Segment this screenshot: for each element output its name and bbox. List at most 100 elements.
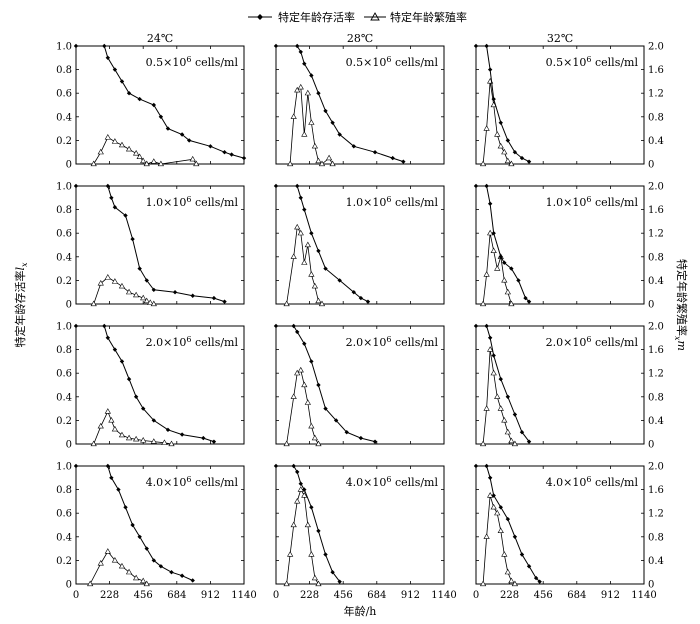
survival-point [112, 347, 118, 352]
y-tick-left-label: 0.2 [56, 556, 72, 567]
survival-line [276, 465, 341, 582]
fecundity-point [161, 439, 168, 445]
legend-fecundity-marker [370, 12, 380, 21]
panel-frame [475, 45, 645, 165]
x-tick-label: 912 [201, 590, 220, 601]
fecundity-point [304, 521, 311, 528]
fecundity-point [297, 229, 304, 236]
survival-point [487, 335, 493, 340]
x-tick-label: 228 [300, 590, 319, 601]
survival-point [302, 61, 307, 66]
fecundity-point [125, 145, 133, 152]
y-tick-right-label: 2.0 [648, 182, 664, 193]
fecundity-point [111, 138, 119, 144]
fecundity-point [308, 119, 315, 125]
fecundity-point [87, 580, 94, 587]
fecundity-point [479, 300, 487, 307]
fecundity-point [487, 346, 494, 352]
survival-point [186, 138, 192, 143]
density-label: 1.0×106 cells/ml [546, 195, 639, 209]
fecundity-line [286, 369, 319, 445]
x-tick-label: 228 [500, 590, 519, 601]
survival-point [487, 201, 493, 206]
y-tick-right-label: 1.2 [648, 229, 664, 240]
survival-point [123, 505, 128, 510]
fecundity-point [483, 271, 490, 277]
fecundity-point [297, 366, 304, 373]
y-tick-left-label: 0.4 [56, 252, 72, 263]
fecundity-point [311, 142, 319, 149]
y-tick-right-label: 0.4 [648, 416, 664, 427]
y-tick-right-label: 0.4 [648, 556, 664, 567]
survival-point [509, 266, 514, 271]
fecundity-point [104, 274, 111, 280]
fecundity-point [143, 160, 150, 167]
y-tick-left-label: 0.2 [56, 276, 72, 287]
fecundity-point [97, 148, 104, 155]
fecundity-point [283, 580, 290, 587]
survival-point [273, 43, 279, 49]
survival-point [169, 570, 174, 575]
fecundity-point [90, 300, 97, 307]
survival-point [172, 290, 178, 295]
survival-point [484, 323, 489, 329]
survival-point [137, 96, 142, 102]
y-tick-right-label: 0 [648, 160, 654, 171]
fecundity-point [133, 435, 140, 442]
survival-point [526, 299, 532, 304]
survival-point [291, 463, 296, 469]
survival-point [222, 299, 227, 304]
survival-point [165, 126, 171, 131]
density-label: 0.5×106 cells/ml [346, 55, 439, 69]
survival-point [473, 183, 479, 189]
fecundity-line [286, 488, 319, 585]
survival-point [73, 183, 79, 189]
density-label: 0.5×106 cells/ml [546, 55, 639, 69]
survival-point [102, 43, 107, 49]
survival-point [295, 183, 300, 189]
survival-point [133, 394, 139, 399]
fecundity-point [504, 428, 511, 435]
fecundity-point [136, 153, 143, 160]
survival-point [291, 323, 296, 329]
survival-point [344, 430, 349, 435]
legend: 特定年龄存活率 特定年龄繁殖率 [248, 10, 467, 24]
fecundity-point [490, 247, 497, 253]
legend-survival-marker [257, 14, 263, 20]
fecundity-point [483, 533, 490, 539]
survival-point [505, 516, 511, 522]
survival-point [116, 487, 121, 492]
y-tick-right-label: 1.6 [648, 345, 664, 356]
y-tick-right-label: 2.0 [648, 322, 664, 333]
survival-point [372, 150, 378, 155]
panel-frame [75, 465, 245, 585]
fecundity-point [308, 271, 315, 277]
survival-point [298, 49, 303, 55]
survival-point [473, 463, 479, 469]
fecundity-point [283, 300, 290, 307]
survival-point [302, 487, 307, 492]
survival-point [137, 266, 142, 271]
panel-frame [75, 325, 245, 445]
survival-point [298, 195, 303, 200]
survival-point [372, 439, 378, 444]
survival-point [487, 67, 493, 72]
fecundity-point [483, 125, 490, 131]
fecundity-point [315, 157, 322, 164]
fecundity-point [490, 503, 497, 510]
fecundity-line [289, 86, 333, 165]
survival-point [123, 213, 128, 218]
survival-point [119, 359, 125, 364]
survival-point [498, 376, 503, 382]
survival-point [211, 439, 217, 444]
survival-point [519, 155, 525, 161]
survival-point [487, 475, 493, 480]
y-tick-right-label: 0.4 [648, 136, 664, 147]
fecundity-point [301, 381, 308, 388]
y-tick-right-label: 0.8 [648, 252, 664, 263]
x-tick-label: 0 [473, 590, 479, 601]
fecundity-point [147, 299, 154, 305]
survival-point [316, 528, 321, 534]
fecundity-point [308, 422, 315, 429]
survival-point [491, 493, 496, 498]
